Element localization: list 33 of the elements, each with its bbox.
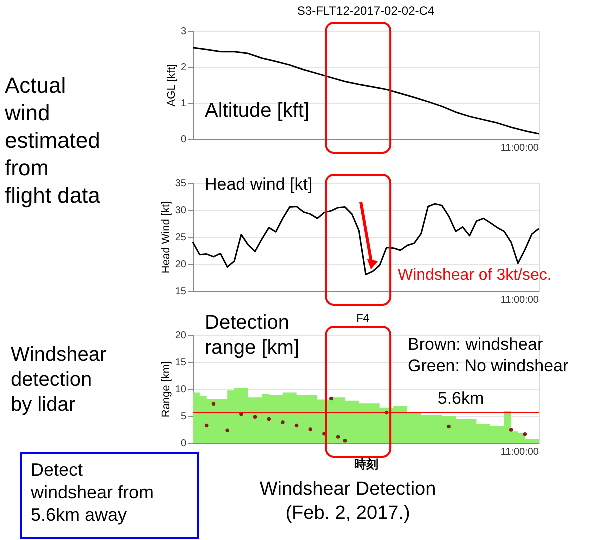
y-tick-label: 15 (175, 358, 187, 368)
text: Windshear Detection (Feb. 2, 2017.) (260, 479, 436, 524)
y-tick-label: 35 (175, 178, 187, 190)
y-tick-label: 0 (180, 134, 187, 146)
annotation: Altitude [kft] (205, 100, 310, 122)
text: 11:00:00 (500, 295, 540, 306)
annotation: Windshear of 3kt/sec. (398, 267, 552, 284)
y-tick-label: 20 (175, 330, 187, 342)
y-axis-title: AGL [kft] (166, 64, 178, 107)
text: Windshear detection by lidar (11, 344, 107, 416)
text: Actual wind estimated from flight data (4, 73, 102, 208)
annotation: Detection range [km] (205, 312, 300, 359)
y-tick-label: 30 (175, 206, 187, 216)
y-tick-label: 20 (175, 260, 187, 270)
chart-title: S3-FLT12-2017-02-02-C4 (297, 4, 435, 18)
text: Detect windshear from 5.6km away (30, 460, 154, 525)
annotation: Head wind [kt] (205, 175, 313, 194)
y-tick-label: 2 (180, 62, 187, 74)
annotation: Brown: windshear Green: No windshear (408, 335, 569, 376)
y-tick-label: 10 (175, 384, 187, 396)
x-axis-title: 時刻 (354, 458, 378, 472)
y-tick-label: 0 (180, 438, 187, 450)
ref-line-label: 5.6km (438, 388, 484, 408)
text: F4 (356, 313, 370, 325)
y-tick-label: 5 (180, 412, 187, 422)
y-tick-label: 1 (180, 98, 187, 110)
text: 11:00:00 (500, 447, 540, 458)
y-axis-title: Head Wind [kt] (160, 201, 172, 274)
y-tick-label: 15 (175, 286, 187, 298)
y-tick-label: 3 (180, 26, 187, 38)
y-tick-label: 25 (175, 232, 187, 244)
y-axis-title: Range [km] (160, 361, 172, 418)
text: 11:00:00 (500, 143, 540, 154)
